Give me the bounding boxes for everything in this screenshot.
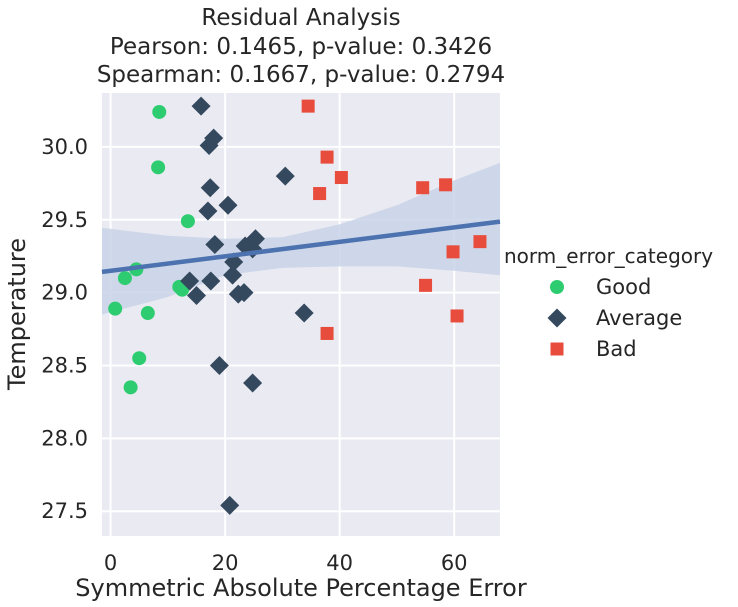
good-data-point xyxy=(152,104,167,119)
average-data-point xyxy=(209,356,229,376)
x-axis-label: Symmetric Absolute Percentage Error xyxy=(75,574,527,602)
bad-data-point xyxy=(446,245,460,259)
average-data-point xyxy=(199,135,219,155)
legend-title: norm_error_category xyxy=(504,244,713,268)
average-data-point xyxy=(220,495,240,515)
bad-data-point xyxy=(419,278,433,292)
good-data-point xyxy=(117,271,132,286)
bad-data-point xyxy=(334,171,348,185)
bad-data-point xyxy=(301,99,315,113)
legend-label-average: Average xyxy=(596,306,682,330)
average-data-point xyxy=(243,373,263,393)
bad-data-point xyxy=(473,235,487,249)
bad-data-point xyxy=(320,326,334,340)
confidence-band xyxy=(102,162,500,315)
y-tick-label: 30.0 xyxy=(41,135,88,159)
average-data-point xyxy=(223,265,243,285)
y-tick-label: 28.5 xyxy=(41,354,88,378)
average-data-point xyxy=(275,166,295,186)
legend: norm_error_category Good Average Bad xyxy=(504,244,713,361)
average-data-point xyxy=(294,303,314,323)
bad-data-point xyxy=(450,309,464,323)
good-data-point xyxy=(140,306,155,321)
y-tick-label: 27.5 xyxy=(41,499,88,523)
average-data-point xyxy=(201,271,221,291)
average-data-point xyxy=(200,178,220,198)
y-tick-label: 29.0 xyxy=(41,281,88,305)
y-tick-label: 28.0 xyxy=(41,426,88,450)
legend-marker-average xyxy=(547,308,567,328)
x-tick-label: 40 xyxy=(326,551,353,575)
legend-label-bad: Bad xyxy=(596,337,637,361)
bad-data-point xyxy=(416,181,430,195)
chart-title-line-1: Residual Analysis xyxy=(201,5,400,31)
good-data-point xyxy=(132,351,147,366)
good-data-point xyxy=(151,160,166,175)
x-tick-label: 0 xyxy=(104,551,117,575)
chart-title-line-2: Pearson: 0.1465, p-value: 0.3426 xyxy=(110,34,492,60)
average-data-point xyxy=(218,195,238,215)
y-tick-label: 29.5 xyxy=(41,208,88,232)
good-data-point xyxy=(108,301,123,316)
x-tick-label: 20 xyxy=(212,551,239,575)
average-data-point xyxy=(191,96,211,116)
legend-marker-good xyxy=(550,280,564,294)
chart-title-line-3: Spearman: 0.1667, p-value: 0.2794 xyxy=(97,62,505,88)
bad-data-point xyxy=(320,150,334,164)
legend-marker-bad xyxy=(550,342,564,356)
average-data-point xyxy=(198,201,218,221)
legend-label-good: Good xyxy=(596,275,651,299)
average-data-point xyxy=(234,283,254,303)
average-data-point xyxy=(224,252,244,272)
average-data-point xyxy=(205,235,225,255)
good-data-point xyxy=(180,214,195,229)
regression-line xyxy=(101,219,501,275)
y-axis-label: Temperature xyxy=(3,238,31,391)
average-data-point xyxy=(186,286,206,306)
plot-area: 0 20 40 60 27.5 28.0 28.5 29.0 29.5 30.0 xyxy=(41,93,501,575)
bad-data-point xyxy=(439,178,453,192)
bad-data-point xyxy=(313,187,327,201)
average-data-point xyxy=(180,271,200,291)
x-tick-label: 60 xyxy=(441,551,468,575)
good-data-point xyxy=(123,380,138,395)
